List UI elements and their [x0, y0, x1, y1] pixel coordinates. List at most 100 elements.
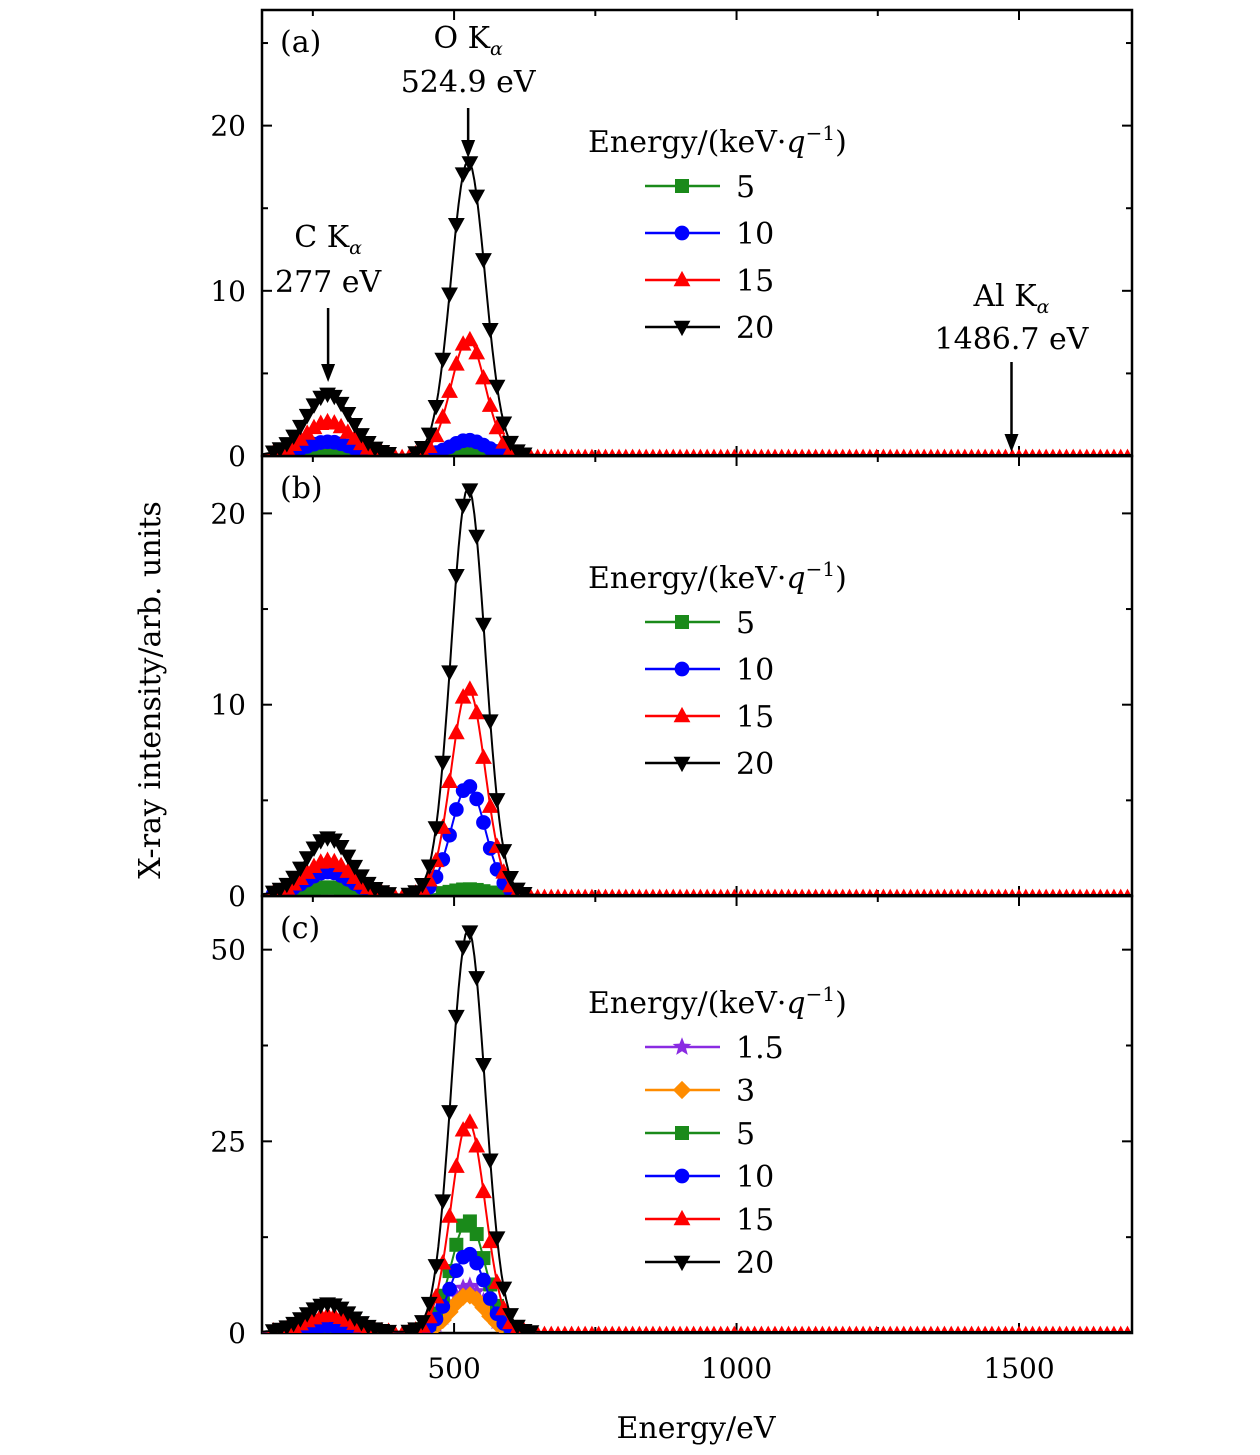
data-point — [968, 448, 975, 455]
data-point — [765, 1325, 772, 1332]
legend-item-5: 5 — [645, 170, 755, 205]
data-point — [454, 1121, 472, 1137]
data-point — [434, 352, 452, 369]
data-point — [683, 888, 690, 895]
data-point — [534, 448, 541, 455]
legend-item-15: 15 — [645, 1203, 774, 1238]
data-point — [468, 189, 486, 206]
data-point — [468, 344, 486, 360]
legend-label: 10 — [736, 1160, 774, 1195]
legend-label: 10 — [736, 217, 774, 252]
data-point — [1117, 888, 1124, 895]
data-point — [454, 688, 472, 704]
annotation-title: O Kα — [433, 21, 503, 60]
y-tick-label: 10 — [210, 689, 246, 722]
data-point — [778, 1325, 785, 1332]
data-point — [588, 448, 596, 455]
data-point — [636, 1325, 643, 1332]
data-point — [495, 844, 513, 860]
data-point — [346, 418, 364, 434]
data-point — [771, 1325, 779, 1332]
plot-frame — [260, 454, 1134, 898]
data-point — [541, 448, 548, 455]
data-point — [476, 815, 491, 830]
data-point — [1036, 1325, 1043, 1332]
legend-marker — [673, 756, 691, 773]
data-point — [575, 1325, 582, 1332]
data-point — [1063, 888, 1070, 895]
data-point — [420, 859, 438, 875]
data-point — [988, 888, 996, 895]
data-point — [475, 1182, 492, 1199]
data-point — [927, 448, 935, 455]
data-point — [758, 888, 765, 895]
data-point — [414, 440, 431, 456]
data-point — [893, 888, 901, 895]
data-point — [717, 888, 724, 895]
data-point — [575, 448, 582, 455]
data-point — [765, 888, 772, 895]
data-point — [476, 1272, 491, 1288]
data-point — [649, 888, 657, 895]
data-point — [1090, 888, 1097, 895]
data-point — [1002, 448, 1009, 455]
series-20 — [262, 483, 1132, 896]
data-point — [561, 1325, 568, 1332]
data-point — [629, 448, 636, 455]
data-point — [1076, 1325, 1084, 1332]
data-point — [873, 888, 880, 895]
data-point — [561, 888, 568, 895]
data-point — [481, 1153, 499, 1169]
annotation-energy: 524.9 eV — [401, 65, 537, 100]
data-point — [1015, 1325, 1023, 1332]
data-point — [541, 1325, 548, 1332]
data-point — [481, 322, 499, 339]
data-point — [941, 888, 948, 895]
data-point — [1117, 448, 1124, 455]
data-point — [724, 448, 731, 455]
legend-label: 1.5 — [736, 1031, 784, 1066]
data-point — [1104, 448, 1111, 455]
data-point — [441, 772, 458, 789]
legend-item-20: 20 — [645, 1246, 774, 1281]
data-point — [920, 448, 928, 455]
data-point — [1070, 1325, 1077, 1332]
data-point — [622, 1325, 629, 1332]
data-point — [968, 888, 975, 895]
data-point — [602, 888, 609, 895]
data-point — [805, 888, 812, 895]
data-point — [710, 448, 718, 455]
data-point — [785, 888, 792, 895]
data-point — [1049, 1325, 1057, 1332]
data-point — [502, 435, 519, 452]
data-point — [853, 1325, 860, 1332]
data-point — [792, 1325, 799, 1332]
data-point — [339, 407, 357, 423]
data-point — [629, 888, 636, 895]
data-point — [1029, 888, 1036, 895]
data-point — [900, 1325, 907, 1332]
data-point — [427, 821, 445, 837]
data-point — [454, 167, 472, 183]
data-point — [1083, 448, 1090, 455]
panel-label: (c) — [280, 911, 320, 946]
data-point — [737, 1325, 745, 1332]
annotation-arrow-head — [461, 140, 476, 158]
y-tick-label: 0 — [228, 1317, 246, 1350]
data-point — [1124, 888, 1131, 895]
data-point — [595, 888, 602, 895]
data-point — [927, 1325, 935, 1332]
data-point — [975, 448, 982, 455]
data-point — [968, 1325, 975, 1332]
data-point — [615, 448, 623, 455]
data-point — [392, 448, 399, 455]
data-point — [481, 714, 499, 730]
data-point — [453, 1278, 473, 1296]
legend-item-15: 15 — [645, 700, 774, 735]
data-point — [582, 1325, 589, 1332]
data-point — [649, 448, 657, 455]
data-point — [622, 448, 629, 455]
data-point — [447, 723, 465, 740]
data-point — [1036, 888, 1043, 895]
